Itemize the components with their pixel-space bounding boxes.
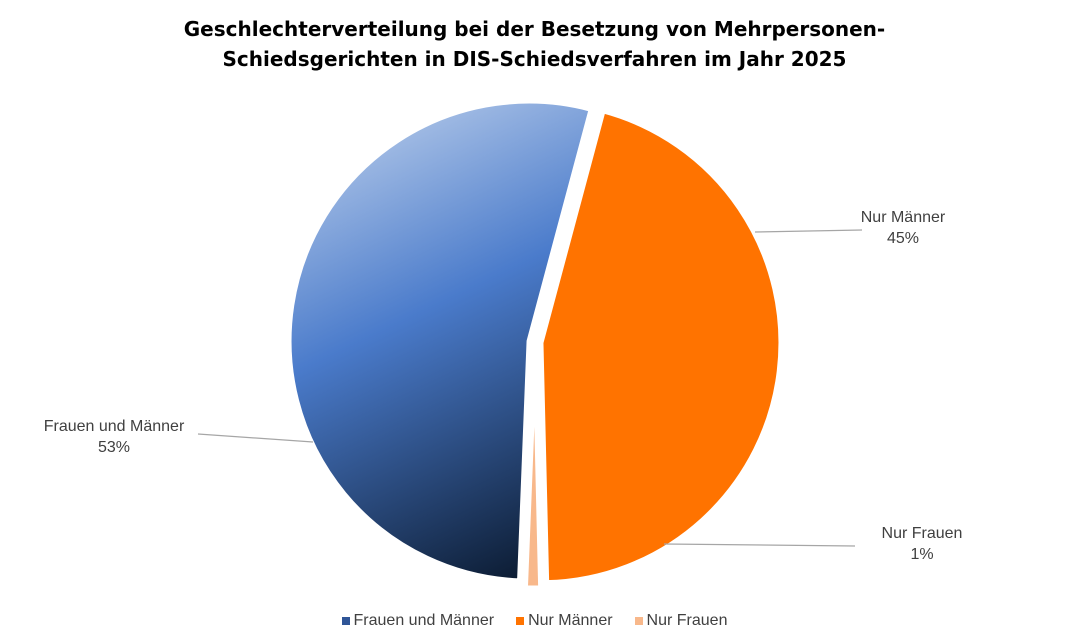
legend: Frauen und Männer Nur Männer Nur Frauen <box>0 606 1069 636</box>
chart-title-line-1: Geschlechterverteilung bei der Besetzung… <box>183 17 886 41</box>
slice-value-frauen-und-maenner: 53% <box>98 439 130 456</box>
legend-label-frauen-und-maenner: Frauen und Männer <box>353 612 495 629</box>
slice-label-frauen-und-maenner: Frauen und Männer <box>44 418 185 435</box>
leader-line-nur-frauen <box>663 543 856 547</box>
chart-title-line-2: Schiedsgerichten in DIS-Schiedsverfahren… <box>222 47 847 71</box>
legend-item-nur-maenner: Nur Männer <box>516 606 613 636</box>
pie-slice-nur-maenner <box>538 108 784 586</box>
slice-label-nur-frauen: Nur Frauen <box>882 525 963 542</box>
slice-value-nur-frauen: 1% <box>910 546 933 563</box>
legend-item-frauen-und-maenner: Frauen und Männer <box>341 606 495 636</box>
pie-slice-frauen-und-maenner <box>286 98 594 584</box>
pie-slice-nur-frauen <box>522 345 544 591</box>
legend-swatch-nur-frauen <box>634 617 643 625</box>
legend-swatch-frauen-und-maenner <box>341 617 350 625</box>
legend-swatch-nur-maenner <box>516 617 525 625</box>
leader-line-nur-maenner <box>754 229 863 233</box>
legend-label-nur-frauen: Nur Frauen <box>646 612 728 629</box>
legend-label-nur-maenner: Nur Männer <box>528 612 613 629</box>
leader-line-frauen-und-maenner <box>197 433 314 443</box>
legend-item-nur-frauen: Nur Frauen <box>634 606 728 636</box>
chart-title: Geschlechterverteilung bei der Besetzung… <box>0 14 1069 74</box>
slice-label-nur-maenner: Nur Männer <box>861 209 946 226</box>
slice-value-nur-maenner: 45% <box>887 230 919 247</box>
